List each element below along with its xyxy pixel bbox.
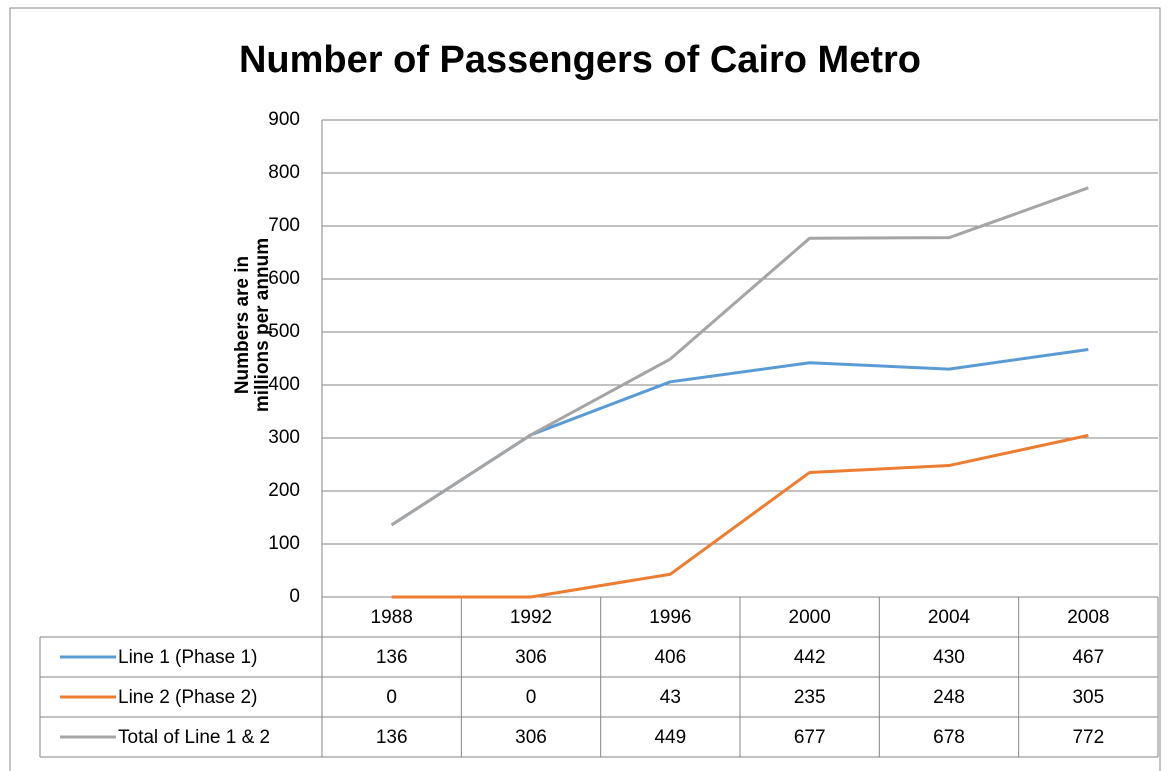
series-line	[390, 186, 1089, 527]
table-value: 248	[933, 687, 965, 708]
table-value: 306	[515, 727, 547, 748]
chart-border	[9, 7, 1161, 771]
y-tick-label: 600	[268, 268, 300, 289]
y-tick-label: 400	[268, 374, 300, 395]
y-axis-label: Numbers are in millions per annum	[232, 237, 273, 413]
x-tick-label: 2008	[1067, 607, 1109, 628]
table-value: 0	[526, 687, 537, 708]
legend-label: Total of Line 1 & 2	[118, 727, 270, 748]
table-value: 406	[654, 647, 686, 668]
x-tick-label: 1996	[649, 607, 691, 628]
table-value: 136	[376, 727, 408, 748]
y-tick-label: 100	[268, 533, 300, 554]
x-tick-label: 2004	[928, 607, 971, 628]
legend-label: Line 2 (Phase 2)	[118, 687, 257, 708]
table-value: 442	[794, 647, 826, 668]
y-tick-label: 800	[268, 162, 300, 183]
table-value: 306	[515, 647, 547, 668]
y-tick-label: 900	[268, 109, 300, 130]
table-value: 449	[654, 727, 686, 748]
x-tick-label: 1992	[510, 607, 552, 628]
table-value: 235	[794, 687, 826, 708]
table-value: 467	[1072, 647, 1104, 668]
y-tick-label: 200	[268, 480, 300, 501]
series-line	[391, 433, 1089, 599]
table-value: 43	[660, 687, 681, 708]
x-tick-label: 2000	[789, 607, 831, 628]
y-tick-label: 500	[268, 321, 300, 342]
table-value: 677	[794, 727, 826, 748]
table-value: 772	[1072, 727, 1104, 748]
table-value: 305	[1072, 687, 1104, 708]
x-tick-label: 1988	[371, 607, 413, 628]
chart-title: Number of Passengers of Cairo Metro	[239, 39, 921, 81]
table-value: 136	[376, 647, 408, 668]
table-value: 678	[933, 727, 965, 748]
y-tick-label: 0	[289, 586, 300, 607]
table-value: 0	[386, 687, 397, 708]
y-tick-label: 700	[268, 215, 300, 236]
y-tick-label: 300	[268, 427, 300, 448]
table-value: 430	[933, 647, 965, 668]
legend-label: Line 1 (Phase 1)	[118, 647, 257, 668]
